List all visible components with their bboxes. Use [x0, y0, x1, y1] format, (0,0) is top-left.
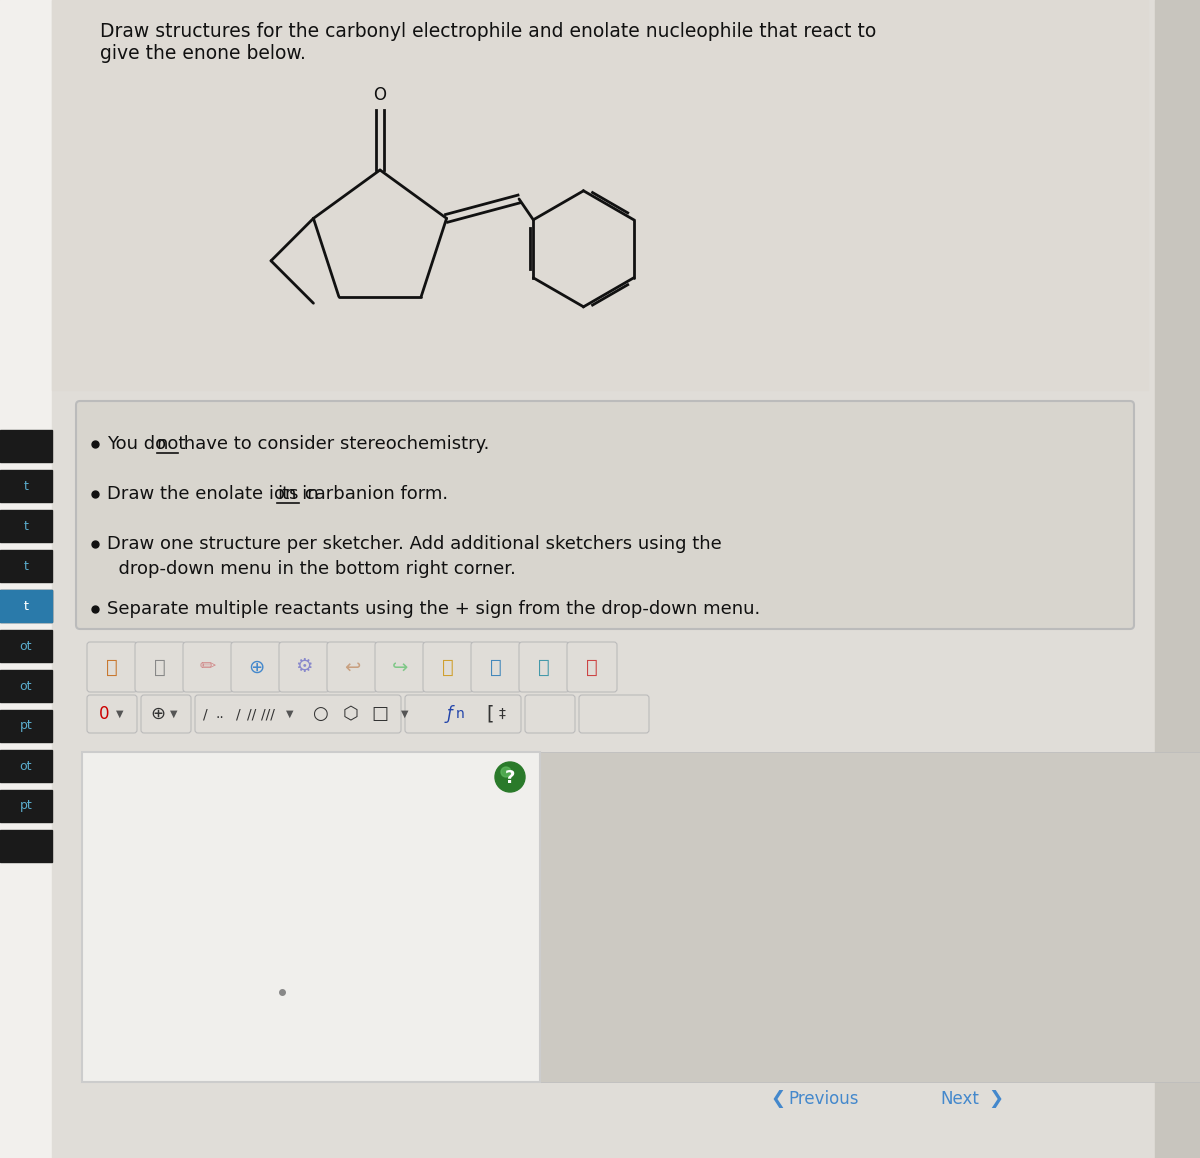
FancyBboxPatch shape [182, 642, 233, 692]
Text: t: t [24, 600, 29, 613]
Text: /: / [203, 708, 208, 721]
Bar [80, 640, 1130, 750]
FancyBboxPatch shape [278, 642, 329, 692]
Text: drop-down menu in the bottom right corner.: drop-down menu in the bottom right corne… [107, 560, 516, 578]
Bar [0, 550, 52, 582]
Bar [0, 670, 52, 702]
Bar [0, 0, 52, 1158]
Text: 📋: 📋 [490, 658, 502, 676]
Bar [0, 430, 52, 462]
Bar [0, 630, 52, 662]
Text: ○: ○ [312, 705, 328, 723]
Text: give the enone below.: give the enone below. [100, 44, 306, 63]
Text: pt: pt [19, 719, 32, 733]
Text: □: □ [372, 705, 389, 723]
FancyBboxPatch shape [134, 642, 185, 692]
FancyBboxPatch shape [230, 642, 281, 692]
Bar [0, 510, 52, 542]
Text: pt: pt [19, 799, 32, 813]
Text: not: not [157, 435, 186, 453]
FancyBboxPatch shape [88, 695, 137, 733]
Text: ↩: ↩ [344, 658, 360, 676]
Text: ///: /// [262, 708, 275, 721]
Bar [0, 710, 52, 742]
Bar [52, 0, 1148, 390]
Text: ▼: ▼ [401, 709, 409, 719]
Text: O: O [373, 86, 386, 104]
Text: ot: ot [19, 639, 32, 652]
Circle shape [496, 762, 526, 792]
Text: Draw structures for the carbonyl electrophile and enolate nucleophile that react: Draw structures for the carbonyl electro… [100, 22, 876, 41]
Text: ↪: ↪ [392, 658, 408, 676]
Bar [0, 790, 52, 822]
Text: ‡: ‡ [498, 708, 505, 721]
Text: ..: .. [216, 708, 224, 721]
Text: t: t [24, 559, 29, 572]
FancyBboxPatch shape [520, 642, 569, 692]
Bar [0, 589, 52, 622]
Text: ot: ot [19, 760, 32, 772]
Text: ❯: ❯ [988, 1090, 1003, 1108]
Text: 🎨: 🎨 [586, 658, 598, 676]
Text: ⚙: ⚙ [295, 658, 313, 676]
FancyBboxPatch shape [142, 695, 191, 733]
Text: ⬡: ⬡ [342, 705, 358, 723]
Text: t: t [24, 600, 29, 613]
Bar [0, 589, 52, 622]
FancyBboxPatch shape [526, 695, 575, 733]
Bar [0, 750, 52, 782]
Text: Next: Next [940, 1090, 979, 1108]
Text: its: its [277, 485, 299, 503]
Bar [82, 752, 540, 1082]
Text: n: n [456, 708, 464, 721]
Text: 0: 0 [98, 705, 109, 723]
Text: ▼: ▼ [116, 709, 124, 719]
Text: ▼: ▼ [170, 709, 178, 719]
Text: Draw one structure per sketcher. Add additional sketchers using the: Draw one structure per sketcher. Add add… [107, 535, 721, 554]
Text: ⊕: ⊕ [150, 705, 166, 723]
Bar [0, 830, 52, 862]
Text: Separate multiple reactants using the + sign from the drop-down menu.: Separate multiple reactants using the + … [107, 600, 761, 618]
Text: You do: You do [107, 435, 172, 453]
FancyBboxPatch shape [194, 695, 401, 733]
Text: [: [ [486, 704, 493, 724]
Bar [1154, 0, 1200, 1158]
FancyBboxPatch shape [424, 642, 473, 692]
Bar [540, 752, 1200, 1082]
FancyBboxPatch shape [88, 642, 137, 692]
Text: ✏: ✏ [200, 658, 216, 676]
Text: 📷: 📷 [442, 658, 454, 676]
Text: Draw the enolate ion in: Draw the enolate ion in [107, 485, 324, 503]
FancyBboxPatch shape [326, 642, 377, 692]
FancyBboxPatch shape [76, 401, 1134, 629]
Text: 🔍: 🔍 [538, 658, 550, 676]
FancyBboxPatch shape [406, 695, 521, 733]
FancyBboxPatch shape [374, 642, 425, 692]
Text: /: / [235, 708, 240, 721]
Text: ✋: ✋ [106, 658, 118, 676]
Text: t: t [24, 520, 29, 533]
Text: ot: ot [19, 680, 32, 692]
Bar [0, 470, 52, 503]
Text: Previous: Previous [788, 1090, 858, 1108]
Text: carbanion form.: carbanion form. [299, 485, 448, 503]
Text: ⊕: ⊕ [248, 658, 264, 676]
Circle shape [502, 767, 511, 777]
FancyBboxPatch shape [470, 642, 521, 692]
FancyBboxPatch shape [580, 695, 649, 733]
Text: ?: ? [505, 769, 515, 787]
Text: //: // [247, 708, 257, 721]
FancyBboxPatch shape [568, 642, 617, 692]
Text: have to consider stereochemistry.: have to consider stereochemistry. [178, 435, 490, 453]
Text: ƒ: ƒ [448, 705, 452, 723]
Text: t: t [24, 479, 29, 492]
Text: ▼: ▼ [287, 709, 294, 719]
Text: 🔺: 🔺 [154, 658, 166, 676]
Text: ❮: ❮ [770, 1090, 785, 1108]
